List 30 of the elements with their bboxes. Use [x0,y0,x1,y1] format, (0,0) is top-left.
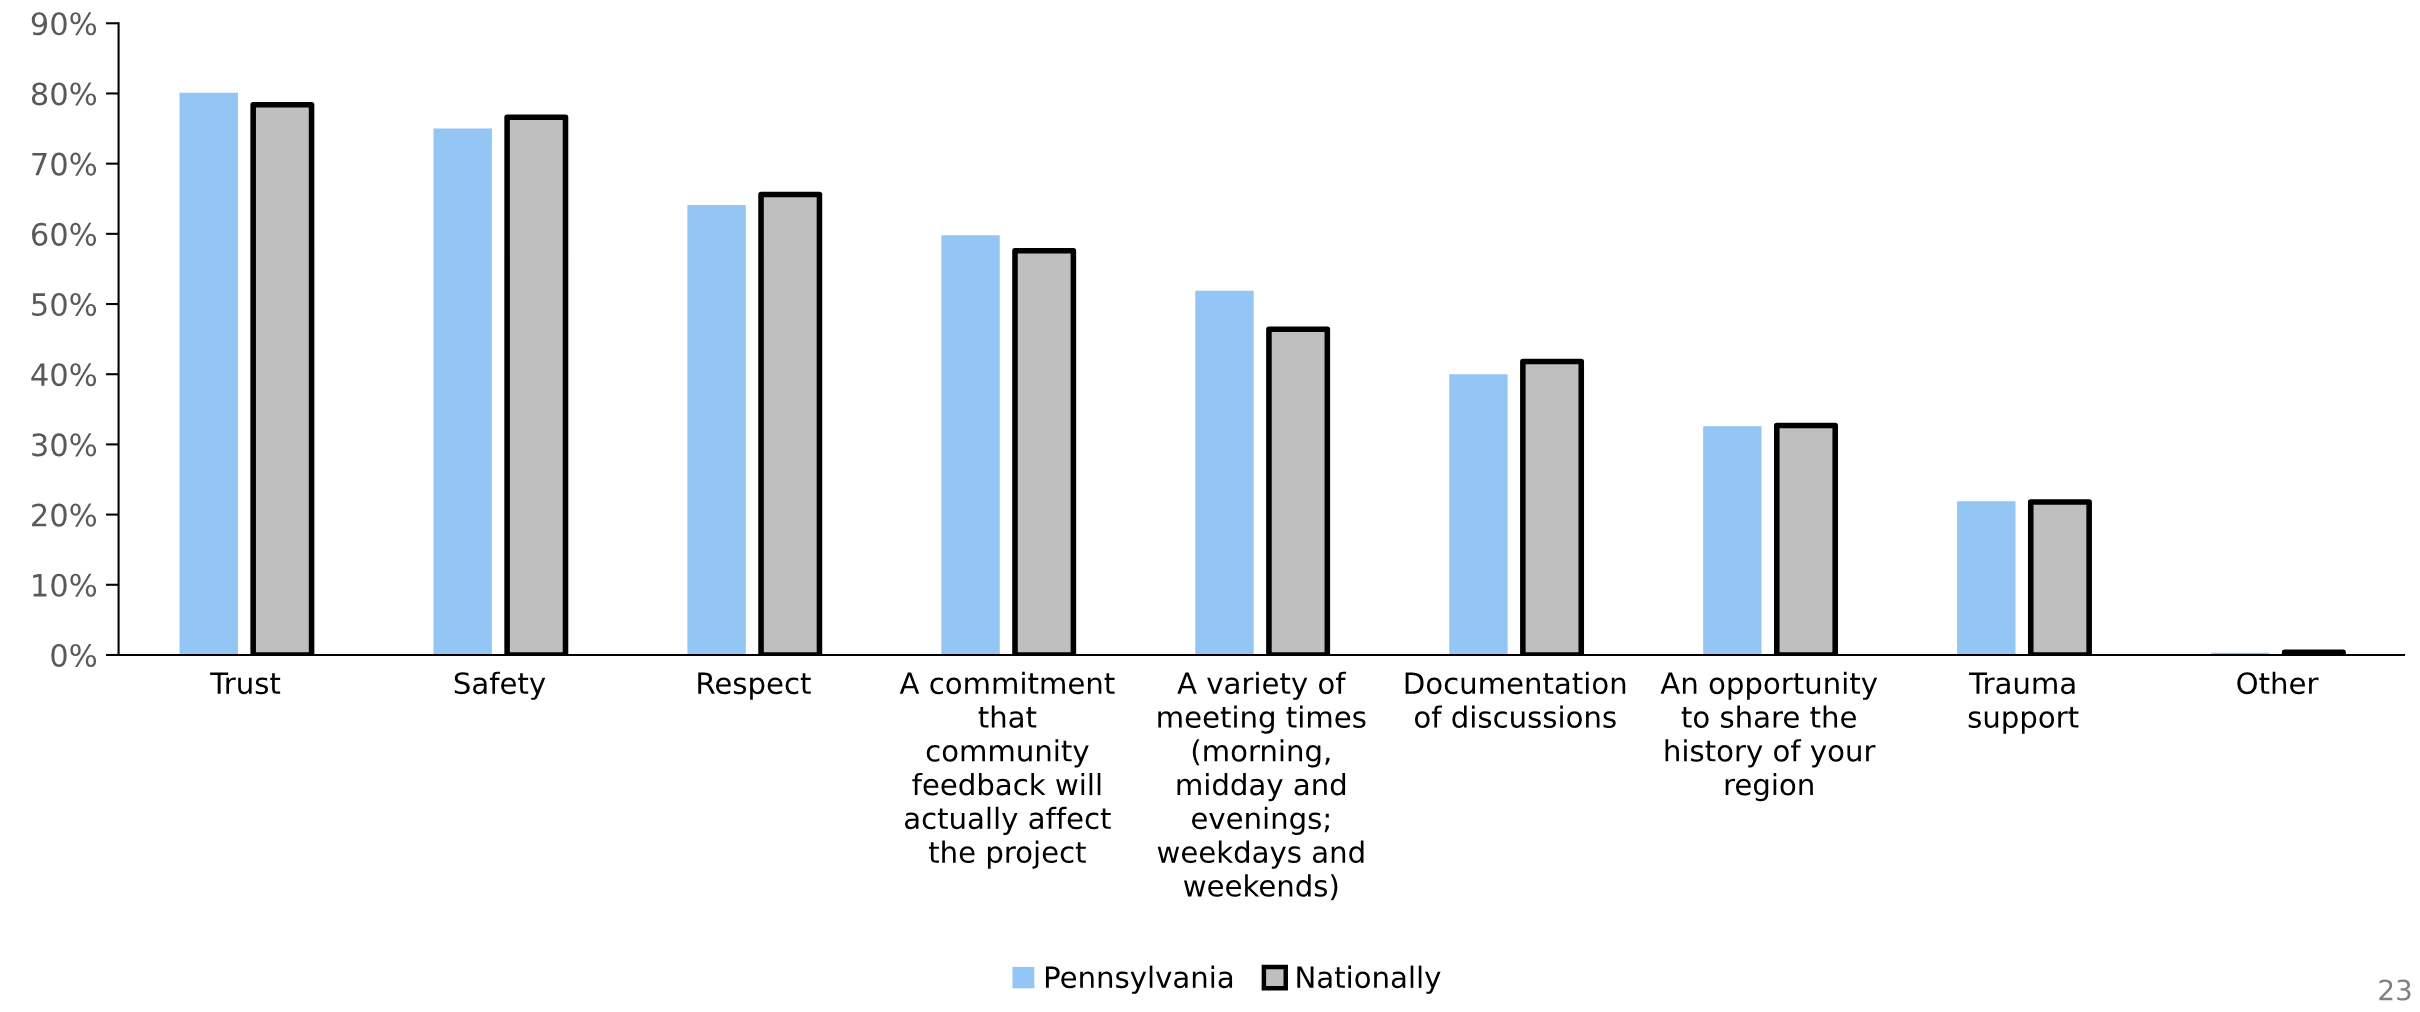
x-tick-label: Other [2237,671,2319,695]
legend-label: Pennsylvania [1045,965,1233,994]
x-tick-label: An opportunity to share the history of your region [1660,671,1878,802]
y-tick-label: 70% [32,152,97,176]
bar [433,128,492,655]
x-tick-label: Respect [698,672,811,700]
bar [179,92,238,655]
y-tick-label: 10% [33,573,97,597]
bar [1195,290,1254,655]
x-tick-label: A commitment that community feedback will actually affect the project [899,671,1115,869]
x-tick-label: A variety of meeting times (morning, midday and evenings; weekdays and weekends) [1157,671,1366,901]
x-tick-label: Documentation of discussions [1405,671,1626,728]
x-tick-label: Safety [454,671,546,700]
y-tick-label: 80% [31,82,97,106]
y-tick-label: 50% [32,292,97,317]
x-tick-label: Trust [210,672,281,695]
legend-label: Nationally [1297,965,1441,994]
bar [1449,374,1508,655]
y-tick-label: 30% [32,433,97,457]
y-tick-label: 60% [31,222,97,246]
text: 23 [2379,979,2411,1001]
bar [941,235,1000,655]
y-tick-label: 20% [32,503,97,527]
y-tick-label: 0% [51,643,97,668]
y-tick-label: 90% [31,12,97,36]
bar [1703,426,1762,655]
y-tick-label: 40% [31,363,97,387]
bar [1957,501,2016,655]
bar [687,205,746,655]
x-tick-label: Trauma support [1968,672,2079,734]
